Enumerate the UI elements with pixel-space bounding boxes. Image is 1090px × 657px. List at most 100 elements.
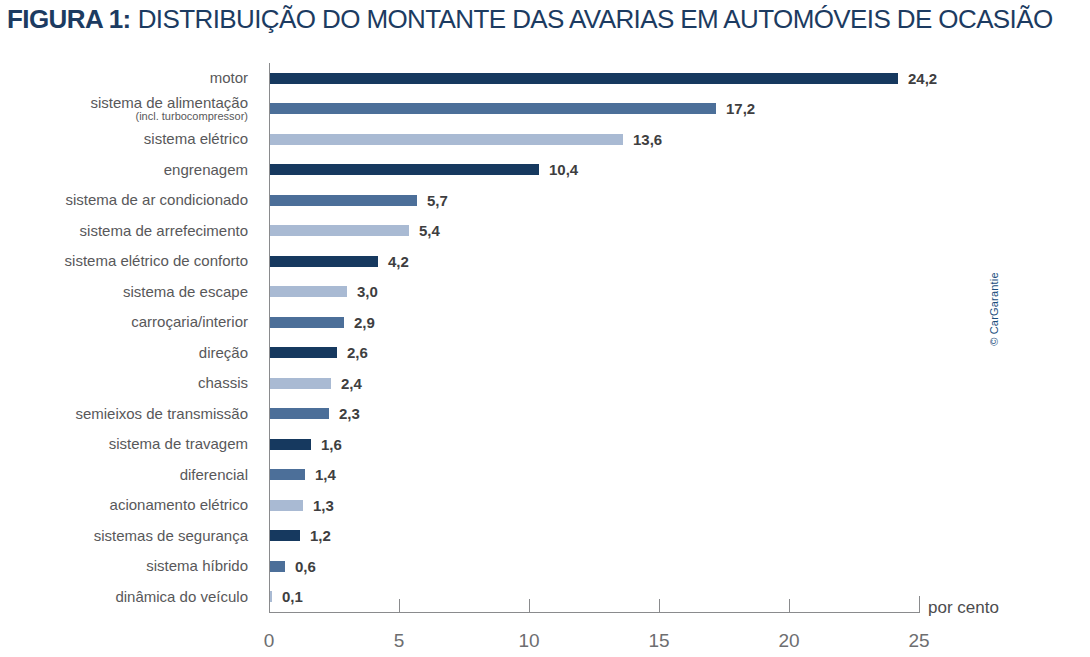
bar	[269, 439, 311, 450]
bar	[269, 347, 337, 358]
axis-tick-label: 25	[908, 630, 929, 652]
bar-wrap: 1,3	[269, 497, 334, 514]
figure-title: FIGURA 1:DISTRIBUIÇÃO DO MONTANTE DAS AV…	[7, 5, 1053, 34]
bar-wrap: 2,6	[269, 344, 368, 361]
category-label-text: carroçaria/interior	[131, 313, 248, 330]
bar-wrap: 24,2	[269, 70, 937, 87]
chart-row: dinâmica do veículo 0,1	[0, 582, 1070, 613]
bar-wrap: 1,4	[269, 466, 336, 483]
value-label: 3,0	[357, 283, 378, 300]
bar-wrap: 5,7	[269, 192, 448, 209]
figure-page: FIGURA 1:DISTRIBUIÇÃO DO MONTANTE DAS AV…	[0, 0, 1090, 657]
category-label-text: acionamento elétrico	[110, 496, 248, 513]
bar-wrap: 0,1	[269, 588, 303, 605]
category-label: sistema de travagem	[0, 436, 248, 452]
chart-row: sistema de arrefecimento 5,4	[0, 216, 1070, 247]
bar	[269, 561, 285, 572]
axis-tick	[529, 599, 530, 612]
bar	[269, 530, 300, 541]
value-label: 17,2	[726, 100, 755, 117]
chart-row: sistema de escape 3,0	[0, 277, 1070, 308]
category-sublabel: (incl. turbocompressor)	[0, 111, 248, 123]
category-label: motor	[0, 70, 248, 86]
category-label-text: engrenagem	[164, 161, 248, 178]
category-label-text: sistema de escape	[123, 283, 248, 300]
bar-wrap: 4,2	[269, 253, 409, 270]
value-label: 5,7	[427, 192, 448, 209]
bar-wrap: 2,3	[269, 405, 360, 422]
chart-row: sistema híbrido 0,6	[0, 551, 1070, 582]
chart-row: semieixos de transmissão 2,3	[0, 399, 1070, 430]
bar	[269, 195, 417, 206]
value-label: 1,4	[315, 466, 336, 483]
bar-wrap: 13,6	[269, 131, 662, 148]
bar-wrap: 5,4	[269, 222, 440, 239]
bar-wrap: 17,2	[269, 100, 755, 117]
bar-chart: motor 24,2 sistema de alimentação(incl. …	[0, 63, 1070, 612]
category-label-text: direção	[199, 344, 248, 361]
value-label: 2,4	[341, 375, 362, 392]
chart-row: diferencial 1,4	[0, 460, 1070, 491]
bar-wrap: 1,2	[269, 527, 331, 544]
category-label: sistema de ar condicionado	[0, 192, 248, 208]
category-label: sistema híbrido	[0, 558, 248, 574]
bar-wrap: 1,6	[269, 436, 342, 453]
bar	[269, 500, 303, 511]
category-label-text: sistema elétrico de conforto	[65, 252, 248, 269]
axis-tick	[919, 596, 920, 612]
category-label-text: semieixos de transmissão	[75, 405, 248, 422]
bar	[269, 134, 623, 145]
value-label: 5,4	[419, 222, 440, 239]
axis-tick	[659, 599, 660, 612]
chart-row: sistemas de segurança 1,2	[0, 521, 1070, 552]
category-label-text: sistema de travagem	[109, 435, 248, 452]
axis-tick-label: 10	[518, 630, 539, 652]
chart-row: sistema de ar condicionado 5,7	[0, 185, 1070, 216]
unit-label: por cento	[928, 598, 999, 618]
category-label: carroçaria/interior	[0, 314, 248, 330]
bar-wrap: 2,4	[269, 375, 362, 392]
axis-tick	[399, 599, 400, 612]
category-label: engrenagem	[0, 162, 248, 178]
category-label: sistema elétrico	[0, 131, 248, 147]
bar	[269, 164, 539, 175]
category-label: sistemas de segurança	[0, 528, 248, 544]
category-label: sistema de escape	[0, 284, 248, 300]
bar	[269, 286, 347, 297]
chart-row: sistema elétrico de conforto 4,2	[0, 246, 1070, 277]
chart-row: motor 24,2	[0, 63, 1070, 94]
category-label-text: sistema híbrido	[146, 557, 248, 574]
value-label: 0,6	[295, 558, 316, 575]
bar	[269, 378, 331, 389]
category-label-text: motor	[210, 69, 248, 86]
bar	[269, 408, 329, 419]
category-label: semieixos de transmissão	[0, 406, 248, 422]
x-axis-line	[269, 612, 920, 613]
value-label: 13,6	[633, 131, 662, 148]
bar-wrap: 2,9	[269, 314, 375, 331]
value-label: 2,9	[354, 314, 375, 331]
bar	[269, 73, 898, 84]
category-label: dinâmica do veículo	[0, 589, 248, 605]
category-label-text: sistema de ar condicionado	[65, 191, 248, 208]
category-label: chassis	[0, 375, 248, 391]
category-label-text: sistema de arrefecimento	[80, 222, 248, 239]
category-label: diferencial	[0, 467, 248, 483]
chart-row: chassis 2,4	[0, 368, 1070, 399]
category-label-text: sistemas de segurança	[94, 527, 248, 544]
category-label-text: chassis	[198, 374, 248, 391]
chart-row: sistema de alimentação(incl. turbocompre…	[0, 94, 1070, 125]
axis-tick-label: 0	[264, 630, 275, 652]
bar	[269, 103, 716, 114]
category-label-text: sistema de alimentação	[90, 94, 248, 111]
y-axis-line	[269, 63, 270, 613]
bar-wrap: 3,0	[269, 283, 378, 300]
copyright-credit: © CarGarantie	[988, 272, 1000, 346]
value-label: 1,3	[313, 497, 334, 514]
category-label: direção	[0, 345, 248, 361]
axis-tick-label: 5	[394, 630, 405, 652]
bar	[269, 469, 305, 480]
value-label: 1,6	[321, 436, 342, 453]
value-label: 4,2	[388, 253, 409, 270]
chart-row: acionamento elétrico 1,3	[0, 490, 1070, 521]
